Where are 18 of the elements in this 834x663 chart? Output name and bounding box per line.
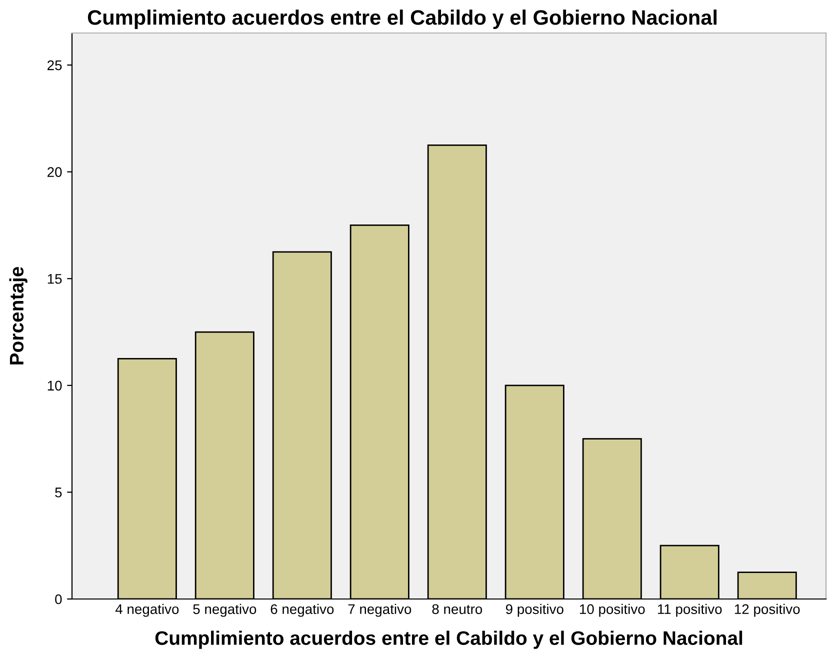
y-tick-label: 25 bbox=[48, 60, 62, 70]
y-tick-label: 0 bbox=[55, 594, 62, 604]
x-tick-label: 11 positivo bbox=[658, 604, 722, 617]
y-tick-label: 20 bbox=[48, 167, 62, 177]
x-tick-label: 8 neutro bbox=[432, 604, 482, 614]
x-axis-title: Cumplimiento acuerdos entre el Cabildo y el Gobierno Nacional bbox=[155, 630, 742, 649]
x-tick-label: 6 negativo bbox=[270, 604, 334, 617]
x-tick-label: 7 negativo bbox=[348, 604, 412, 617]
y-tick-label: 15 bbox=[48, 274, 62, 284]
x-tick-label: 10 positivo bbox=[580, 604, 645, 617]
x-tick-label: 5 negativo bbox=[193, 604, 256, 617]
x-tick-label: 9 positivo bbox=[506, 604, 564, 617]
y-axis-title: Porcentaje bbox=[9, 266, 28, 364]
chart-title: Cumplimiento acuerdos entre el Cabildo y el Gobierno Nacional bbox=[88, 10, 717, 29]
x-tick-label: 4 negativo bbox=[115, 604, 179, 617]
y-tick-label: 10 bbox=[48, 380, 62, 391]
y-tick-label: 5 bbox=[55, 488, 62, 498]
x-tick-label: 12 positivo bbox=[734, 604, 800, 617]
